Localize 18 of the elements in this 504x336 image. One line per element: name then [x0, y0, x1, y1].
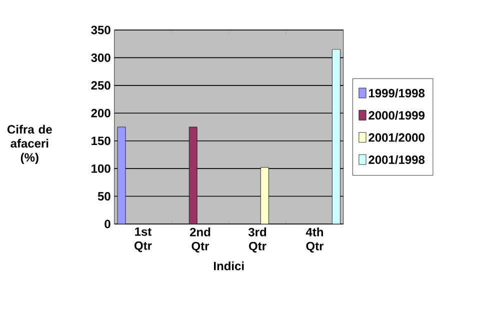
y-tick-label: 200 — [91, 108, 110, 118]
legend-label: 2001/1998 — [368, 155, 425, 164]
y-tick-label: 350 — [91, 26, 110, 34]
y-tick-label: 50 — [98, 192, 110, 201]
x-tick-label: 2nd Qtr — [190, 228, 210, 253]
x-tick-label: 3rd Qtr — [248, 228, 266, 253]
y-axis-title: Cifra de afaceri (%) — [7, 124, 52, 164]
legend-label: 1999/1998 — [368, 88, 425, 98]
x-axis-title: Indici — [214, 261, 244, 270]
x-tick-label: 4th Qtr — [306, 228, 324, 253]
legend-label: 2000/1999 — [368, 110, 425, 120]
legend-label: 2001/2000 — [368, 133, 424, 142]
y-tick-label: 100 — [92, 164, 110, 173]
y-tick-label: 150 — [92, 136, 110, 146]
y-tick-label: 250 — [91, 81, 110, 90]
x-tick-label: 1st Qtr — [134, 228, 152, 252]
y-tick-label: 300 — [91, 53, 110, 62]
y-tick-label: 0 — [104, 220, 110, 228]
